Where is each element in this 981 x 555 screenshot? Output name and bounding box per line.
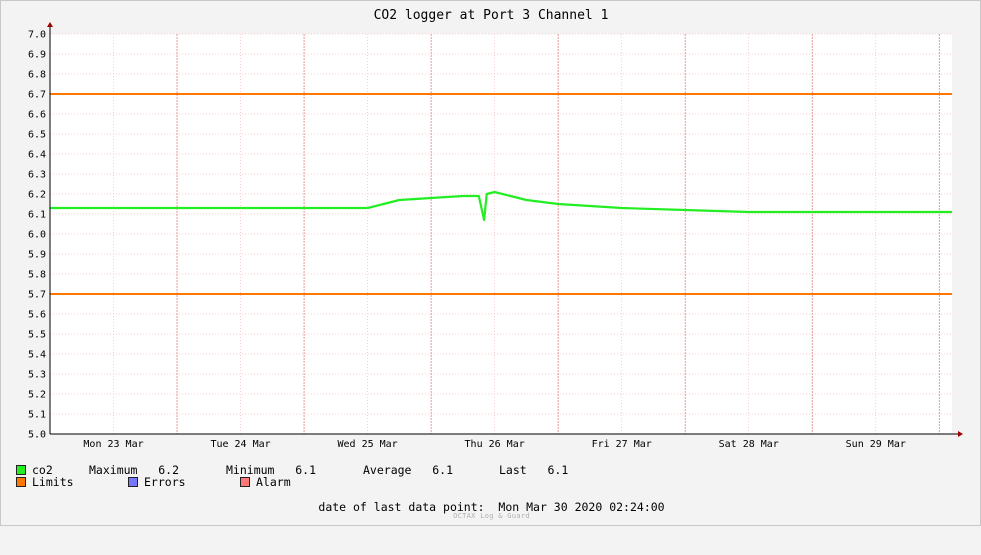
legend-average: Average 6.1: [363, 464, 453, 477]
last-value: 6.1: [547, 463, 569, 477]
grid: [50, 33, 952, 434]
x-axis-ticks: Mon 23 Mar Tue 24 Mar Wed 25 Mar Thu 26 Mar…: [83, 439, 905, 450]
y-tick-label: 5.7: [28, 290, 46, 301]
x-axis-arrow: [958, 431, 963, 437]
y-tick-label: 5.8: [28, 270, 46, 281]
y-tick-label: 6.0: [28, 230, 46, 241]
co2-chart: CO2 logger at Port 3 Channel 1 7.0 6.9 6.8…: [28, 8, 963, 450]
x-tick-label: Sun 29 Mar: [846, 439, 906, 450]
x-tick-label: Sat 28 Mar: [719, 439, 779, 450]
legend-limits-label: Limits: [32, 475, 74, 489]
data-series: [50, 190, 952, 222]
y-tick-label: 7.0: [28, 30, 46, 41]
y-tick-label: 5.0: [28, 430, 46, 441]
last-point-value: Mon Mar 30 2020 02:24:00: [498, 500, 665, 514]
chart-title: CO2 logger at Port 3 Channel 1: [374, 8, 609, 23]
legend-co2-label: co2: [32, 463, 53, 477]
x-tick-label: Thu 26 Mar: [465, 439, 525, 450]
y-axis-arrow: [47, 22, 53, 27]
chart-panel: CO2 logger at Port 3 Channel 1 7.0 6.9 6.8…: [0, 0, 981, 526]
minimum-label: Minimum: [226, 463, 275, 477]
limits-swatch: [16, 477, 26, 487]
legend-maximum: Maximum 6.2: [89, 464, 179, 477]
legend-co2: co2: [16, 464, 53, 477]
axes: [47, 22, 963, 437]
errors-swatch: [128, 477, 138, 487]
legend-last: Last 6.1: [499, 464, 568, 477]
last-point-label: date of last data point:: [318, 500, 485, 514]
y-tick-label: 6.8: [28, 70, 46, 81]
brand-watermark: OCTAX Log & Guard: [453, 512, 530, 520]
x-tick-label: Tue 24 Mar: [210, 439, 270, 450]
legend-alarm-label: Alarm: [256, 475, 291, 489]
limit-lines: [50, 93, 952, 295]
maximum-value: 6.2: [158, 463, 180, 477]
legend-row-markers: Limits Errors Alarm: [16, 476, 291, 489]
legend-alarm: Alarm: [240, 476, 291, 489]
x-tick-label: Mon 23 Mar: [83, 439, 143, 450]
co2-line: [50, 190, 952, 222]
legend-errors: Errors: [128, 476, 186, 489]
last-data-point: date of last data point: Mon Mar 30 2020…: [1, 500, 981, 514]
y-tick-label: 6.9: [28, 50, 46, 61]
legend-row-co2: co2 Maximum 6.2 Minimum 6.1 Average 6.1 …: [16, 464, 568, 477]
y-tick-label: 5.1: [28, 410, 46, 421]
last-label: Last: [499, 463, 527, 477]
y-axis-ticks: 7.0 6.9 6.8 6.7 6.6 6.5 6.4 6.3 6.2 6.1 6.0 5.9 5.8 5…: [28, 30, 46, 441]
average-label: Average: [363, 463, 412, 477]
y-tick-label: 6.7: [28, 90, 46, 101]
average-value: 6.1: [432, 463, 454, 477]
legend-minimum: Minimum 6.1: [226, 464, 316, 477]
x-tick-label: Wed 25 Mar: [337, 439, 397, 450]
y-tick-label: 5.5: [28, 330, 46, 341]
y-tick-label: 5.4: [28, 350, 46, 361]
co2-swatch: [16, 465, 26, 475]
y-tick-label: 6.5: [28, 130, 46, 141]
y-tick-label: 6.1: [28, 210, 46, 221]
y-tick-label: 5.2: [28, 390, 46, 401]
minimum-value: 6.1: [295, 463, 317, 477]
x-tick-label: Fri 27 Mar: [592, 439, 652, 450]
y-tick-label: 5.6: [28, 310, 46, 321]
legend-errors-label: Errors: [144, 475, 186, 489]
y-tick-label: 6.2: [28, 190, 46, 201]
alarm-swatch: [240, 477, 250, 487]
y-tick-label: 6.3: [28, 170, 46, 181]
maximum-label: Maximum: [89, 463, 138, 477]
y-tick-label: 6.6: [28, 110, 46, 121]
y-tick-label: 5.3: [28, 370, 46, 381]
y-tick-label: 5.9: [28, 250, 46, 261]
legend-limits: Limits: [16, 476, 74, 489]
y-tick-label: 6.4: [28, 150, 46, 161]
